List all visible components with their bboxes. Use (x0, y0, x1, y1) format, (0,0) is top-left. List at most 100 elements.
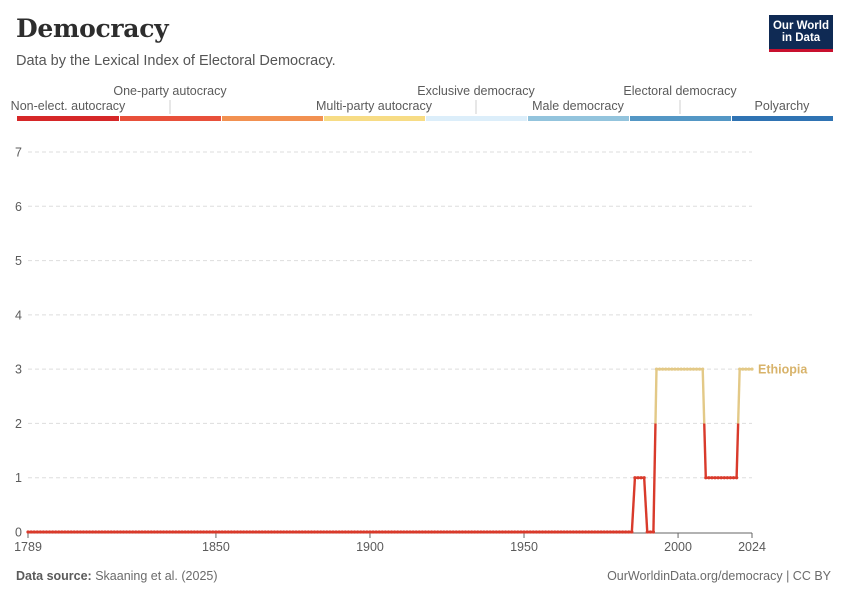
data-source-label: Data source: (16, 569, 92, 583)
data-point (722, 476, 726, 480)
data-point (457, 530, 461, 534)
data-point (316, 530, 320, 534)
data-point (143, 530, 147, 534)
data-point (466, 530, 471, 534)
data-point (725, 476, 729, 480)
series-segment (652, 423, 657, 533)
data-point (624, 530, 628, 534)
data-point (648, 530, 652, 534)
data-point (186, 530, 190, 534)
data-point (165, 530, 169, 534)
legend-swatch (120, 116, 221, 121)
data-point (685, 367, 689, 371)
data-point (291, 530, 295, 534)
data-point (405, 530, 409, 534)
data-point (263, 530, 267, 534)
data-point (383, 530, 387, 534)
logo-line-1: Our World (772, 20, 829, 32)
data-point (140, 530, 144, 534)
chart-subtitle: Data by the Lexical Index of Electoral D… (16, 53, 336, 69)
data-point (223, 530, 227, 534)
data-point (41, 530, 46, 534)
data-point (380, 530, 384, 534)
data-point (670, 367, 674, 371)
data-point (621, 530, 625, 534)
data-point (235, 530, 240, 534)
data-point (47, 530, 52, 534)
data-point (731, 476, 736, 480)
data-point (522, 530, 526, 534)
data-point (507, 530, 511, 534)
y-tick-label: 3 (15, 363, 22, 377)
y-tick-label: 1 (15, 471, 22, 485)
data-point (602, 530, 606, 534)
data-point (242, 530, 246, 534)
data-point (158, 530, 163, 534)
data-point (611, 530, 615, 534)
data-point (679, 367, 683, 371)
data-point (356, 530, 360, 534)
owid-link[interactable]: OurWorldinData.org/democracy | CC BY (607, 569, 831, 583)
data-point (232, 530, 237, 534)
data-point (343, 530, 347, 534)
owid-logo[interactable]: Our World in Data (769, 15, 833, 52)
data-point (525, 530, 529, 534)
data-point (744, 367, 748, 371)
legend-swatch (528, 116, 629, 121)
data-point (473, 530, 477, 534)
data-point (205, 530, 209, 534)
data-point (408, 530, 412, 534)
y-tick-label: 5 (15, 254, 22, 268)
data-source-text: Skaaning et al. (2025) (91, 569, 218, 583)
data-point (550, 530, 554, 534)
data-point (540, 530, 545, 534)
x-tick-label: 1850 (202, 540, 230, 554)
data-point (91, 530, 95, 534)
series-lines (26, 367, 754, 534)
data-point (716, 476, 720, 480)
data-point (137, 530, 141, 534)
data-point (177, 530, 181, 534)
data-point (694, 367, 699, 371)
data-point (713, 476, 717, 480)
data-point (309, 530, 314, 534)
data-point (72, 530, 76, 534)
data-point (81, 530, 86, 534)
data-point (565, 530, 569, 534)
data-point (94, 530, 98, 534)
x-tick-label: 1950 (510, 540, 538, 554)
data-point (593, 530, 597, 534)
axes: 1789 1850 1900 1950 2000 2024 (14, 532, 766, 554)
series-segment (701, 369, 706, 424)
data-point (248, 530, 252, 534)
data-point (513, 530, 517, 534)
data-point (516, 530, 520, 534)
legend-swatch (222, 116, 323, 121)
data-point (476, 530, 480, 534)
data-point (38, 530, 42, 534)
data-point (664, 367, 668, 371)
data-point (451, 530, 455, 534)
data-point (322, 530, 326, 534)
data-point (66, 530, 70, 534)
data-point (528, 530, 532, 534)
data-point (57, 530, 61, 534)
data-point (710, 476, 714, 480)
data-point (463, 530, 468, 534)
series-labels: Ethiopia (758, 363, 808, 377)
data-point (454, 530, 458, 534)
data-point (738, 367, 742, 371)
data-point (617, 530, 622, 534)
data-point (272, 530, 277, 534)
data-point (115, 530, 119, 534)
data-point (97, 530, 101, 534)
data-point (482, 530, 486, 534)
data-point (371, 530, 375, 534)
data-point (470, 530, 474, 534)
y-tick-label: 6 (15, 200, 22, 214)
data-point (26, 530, 30, 534)
data-point (63, 530, 67, 534)
data-point (642, 476, 646, 480)
data-point (211, 530, 215, 534)
